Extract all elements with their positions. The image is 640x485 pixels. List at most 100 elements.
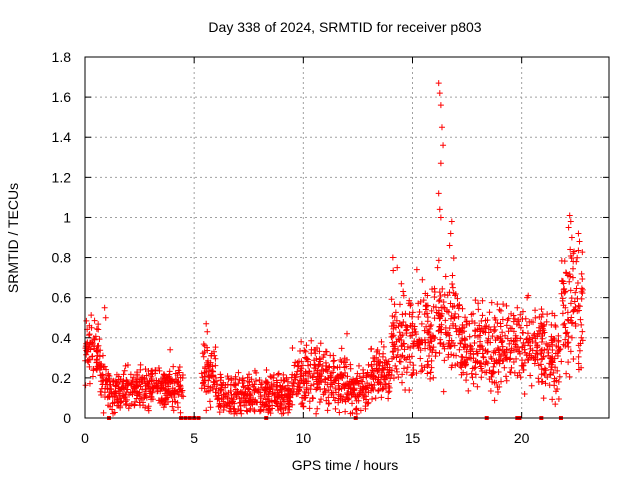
data-point [160, 373, 167, 380]
data-point [385, 395, 392, 402]
data-point [558, 257, 565, 264]
data-point [280, 410, 287, 417]
data-point [306, 405, 313, 412]
data-point [218, 374, 225, 381]
data-point [216, 409, 223, 416]
data-point [448, 364, 455, 371]
data-point [295, 358, 302, 365]
data-point [216, 400, 223, 407]
data-point [516, 350, 523, 357]
data-point [407, 322, 414, 329]
data-point [473, 348, 480, 355]
data-point [575, 307, 582, 314]
data-point [256, 408, 263, 415]
data-point [568, 320, 575, 327]
data-point [147, 388, 154, 395]
data-point [521, 359, 528, 366]
data-point [354, 370, 361, 377]
data-point [359, 386, 366, 393]
data-point [170, 363, 177, 370]
data-point [266, 399, 273, 406]
data-point [262, 385, 269, 392]
data-point [205, 377, 212, 384]
data-point [499, 358, 506, 365]
data-point [415, 300, 422, 307]
data-point [376, 350, 383, 357]
data-point [481, 323, 488, 330]
data-point [301, 347, 308, 354]
data-point [240, 391, 247, 398]
data-point [228, 377, 235, 384]
data-point [244, 382, 251, 389]
data-point [576, 303, 583, 310]
data-point [117, 386, 124, 393]
data-point [373, 361, 380, 368]
data-point [95, 326, 102, 333]
data-point [314, 385, 321, 392]
data-point [252, 377, 259, 384]
data-point [518, 362, 525, 369]
data-point [541, 329, 548, 336]
data-point [409, 309, 416, 316]
data-point [169, 398, 176, 405]
data-point [285, 388, 292, 395]
data-point [175, 391, 182, 398]
data-point [532, 335, 539, 342]
data-point [574, 254, 581, 261]
data-point [286, 398, 293, 405]
data-point [330, 358, 337, 365]
data-point [475, 300, 482, 307]
data-point [362, 393, 369, 400]
data-point [401, 365, 408, 372]
data-point [508, 325, 515, 332]
data-point [237, 389, 244, 396]
data-point [448, 218, 455, 225]
data-point [379, 362, 386, 369]
data-point [499, 338, 506, 345]
data-point [211, 352, 218, 359]
data-point [349, 409, 356, 416]
data-point [371, 382, 378, 389]
data-point [168, 378, 175, 385]
data-point [565, 359, 572, 366]
data-point [268, 374, 275, 381]
data-point [86, 332, 93, 339]
data-point [327, 352, 334, 359]
data-point [328, 370, 335, 377]
data-point [431, 293, 438, 300]
data-point [372, 395, 379, 402]
data-point [235, 380, 242, 387]
data-point [575, 342, 582, 349]
data-point [517, 374, 524, 381]
data-point [416, 308, 423, 315]
data-point [479, 350, 486, 357]
data-point [155, 365, 162, 372]
data-point [487, 353, 494, 360]
data-point [459, 329, 466, 336]
data-point [318, 396, 325, 403]
data-point [112, 382, 119, 389]
data-point [101, 304, 108, 311]
data-point [436, 297, 443, 304]
data-point [534, 356, 541, 363]
y-tick-label: 0 [63, 410, 71, 426]
data-point [435, 307, 442, 314]
data-point [282, 405, 289, 412]
data-point [225, 376, 232, 383]
data-point [365, 399, 372, 406]
data-point [321, 389, 328, 396]
data-point [278, 392, 285, 399]
data-point [303, 386, 310, 393]
data-point [449, 284, 456, 291]
data-point [227, 408, 234, 415]
data-point [322, 376, 329, 383]
data-point [503, 322, 510, 329]
data-point [86, 341, 93, 348]
data-point [342, 408, 349, 415]
data-point [137, 402, 144, 409]
data-point [171, 394, 178, 401]
data-point [161, 401, 168, 408]
data-point [562, 336, 569, 343]
data-point [212, 389, 219, 396]
